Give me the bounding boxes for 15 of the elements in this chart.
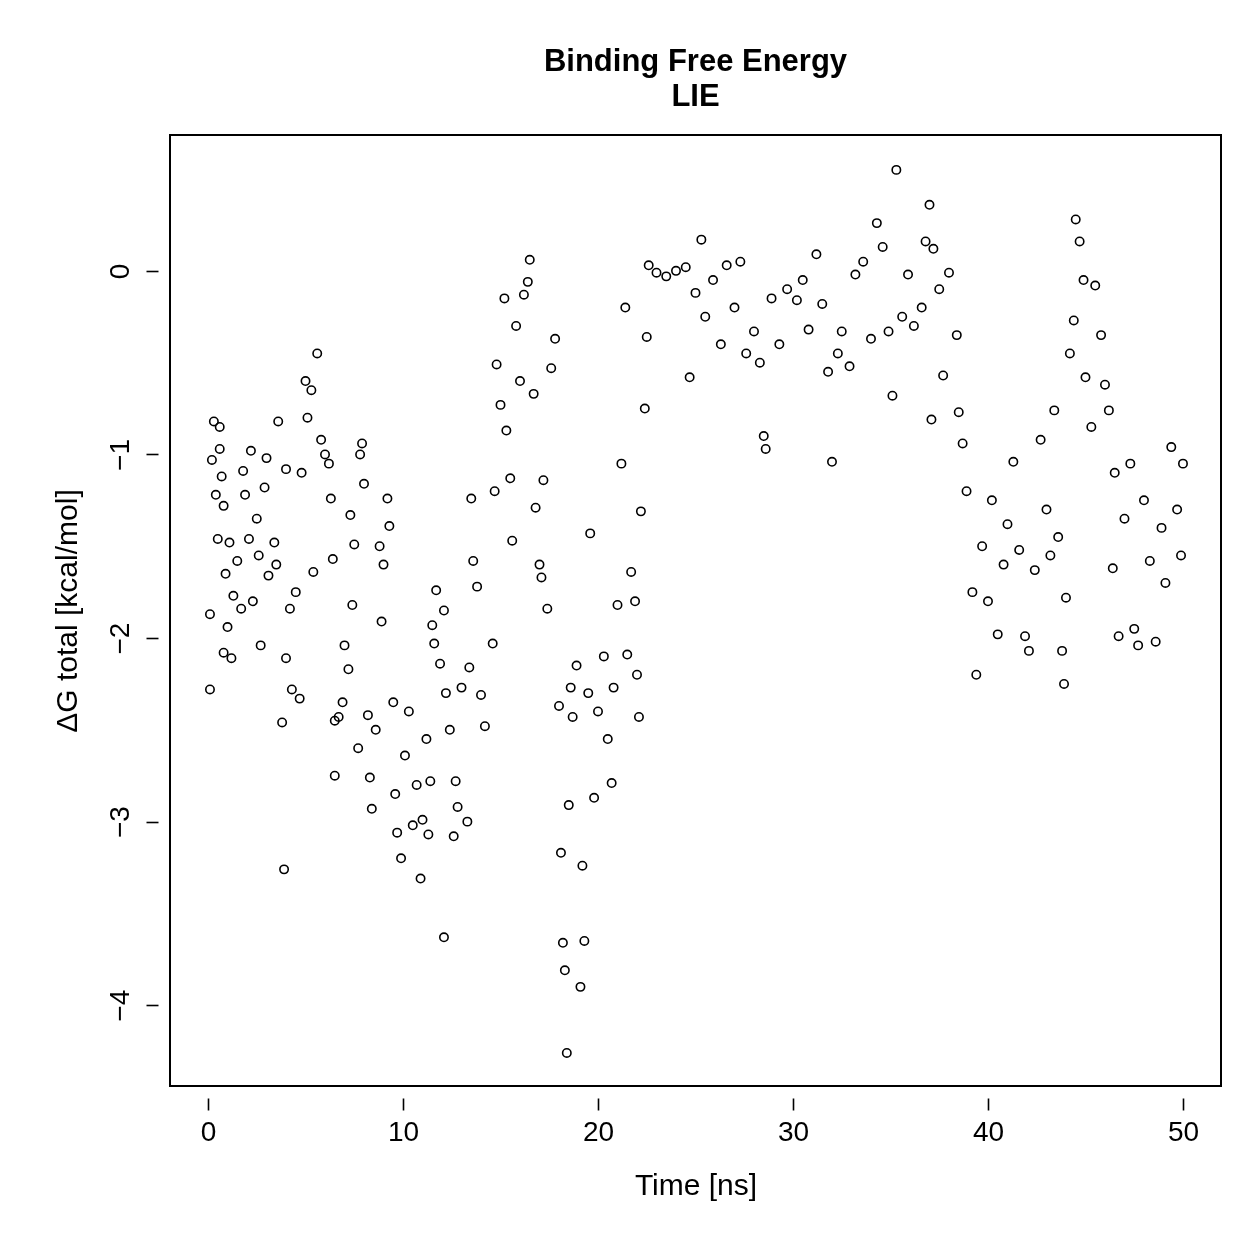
y-tick-label: −3 bbox=[103, 806, 135, 839]
x-tick-label: 40 bbox=[972, 1115, 1005, 1147]
x-tick-label: 20 bbox=[582, 1115, 615, 1147]
chart-title: Binding Free Energy bbox=[543, 43, 848, 78]
y-tick-label: −4 bbox=[103, 989, 135, 1022]
x-tick-label: 10 bbox=[387, 1115, 420, 1147]
x-axis-title: Time [ns] bbox=[634, 1167, 758, 1201]
y-axis-title: ΔG total [kcal/mol] bbox=[49, 489, 83, 733]
y-tick-label: 0 bbox=[103, 263, 135, 280]
y-tick-label: −2 bbox=[103, 622, 135, 655]
x-tick-label: 30 bbox=[777, 1115, 810, 1147]
x-tick-label: 50 bbox=[1167, 1115, 1200, 1147]
y-tick-label: −1 bbox=[103, 438, 135, 471]
chart-subtitle: LIE bbox=[671, 78, 720, 113]
x-tick-label: 0 bbox=[200, 1115, 217, 1147]
